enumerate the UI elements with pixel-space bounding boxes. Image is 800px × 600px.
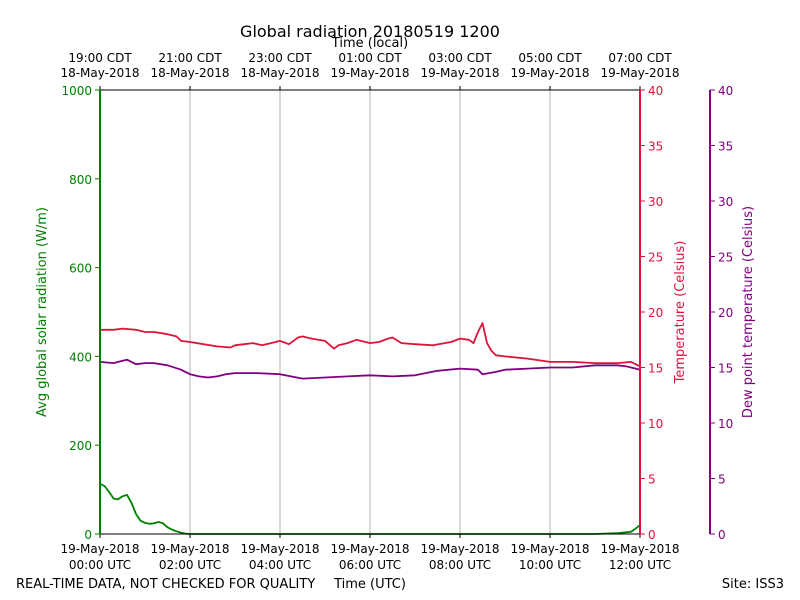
y-tick-label: 200	[69, 439, 92, 453]
top-tick-label-time: 01:00 CDT	[338, 51, 402, 65]
x-tick-label-time: 06:00 UTC	[339, 558, 401, 572]
top-tick-label-time: 19:00 CDT	[68, 51, 132, 65]
left-axis-label: Avg global solar radiation (W/m)	[35, 207, 50, 417]
y-tick-label: 0	[648, 528, 656, 542]
x-tick-label-date: 19-May-2018	[330, 542, 409, 556]
dewpoint-axis-label: Dew point temperature (Celsius)	[741, 206, 756, 418]
top-tick-label-time: 03:00 CDT	[428, 51, 492, 65]
y-tick-label: 35	[648, 140, 663, 154]
x-axis-label: Time (UTC)	[333, 577, 406, 592]
y-tick-label: 800	[69, 173, 92, 187]
y-tick-label: 0	[84, 528, 92, 542]
y-tick-label: 600	[69, 262, 92, 276]
y-tick-label: 25	[718, 251, 733, 265]
x-tick-label-date: 19-May-2018	[600, 542, 679, 556]
y-tick-label: 15	[648, 362, 663, 376]
top-tick-label-time: 23:00 CDT	[248, 51, 312, 65]
x-tick-label-date: 19-May-2018	[420, 542, 499, 556]
top-tick-label-date: 19-May-2018	[330, 66, 409, 80]
dewpoint-line	[99, 358, 641, 380]
y-ticks: 0200400600800100005101520253035400510152…	[61, 84, 733, 542]
chart-title: Global radiation 20180519 1200	[240, 22, 500, 41]
top-tick-label-date: 19-May-2018	[420, 66, 499, 80]
y-tick-label: 10	[648, 417, 663, 431]
top-tick-label-date: 18-May-2018	[60, 66, 139, 80]
y-tick-label: 15	[718, 362, 733, 376]
y-tick-label: 20	[648, 306, 663, 320]
y-tick-label: 0	[718, 528, 726, 542]
x-tick-label-date: 19-May-2018	[60, 542, 139, 556]
y-tick-label: 5	[718, 473, 726, 487]
y-tick-label: 35	[718, 140, 733, 154]
site-label: Site: ISS3	[722, 577, 784, 592]
y-tick-label: 400	[69, 350, 92, 364]
x-tick-label-time: 04:00 UTC	[249, 558, 311, 572]
y-tick-label: 30	[718, 195, 733, 209]
top-tick-label-date: 19-May-2018	[600, 66, 679, 80]
x-tick-label-time: 08:00 UTC	[429, 558, 491, 572]
top-axis-label: Time (local)	[331, 36, 408, 51]
x-tick-label-date: 19-May-2018	[240, 542, 319, 556]
y-tick-label: 5	[648, 473, 656, 487]
y-tick-label: 10	[718, 417, 733, 431]
x-tick-label-time: 10:00 UTC	[519, 558, 581, 572]
top-tick-label-time: 05:00 CDT	[518, 51, 582, 65]
y-tick-label: 1000	[61, 84, 92, 98]
temperature-line	[100, 322, 641, 368]
temperature-axis-label: Temperature (Celsius)	[673, 241, 688, 385]
x-tick-label-time: 12:00 UTC	[609, 558, 671, 572]
top-tick-label-date: 19-May-2018	[510, 66, 589, 80]
x-tick-label-date: 19-May-2018	[150, 542, 229, 556]
y-tick-label: 40	[718, 84, 733, 98]
top-tick-label-date: 18-May-2018	[240, 66, 319, 80]
vertical-grid	[189, 90, 551, 534]
y-tick-label: 20	[718, 306, 733, 320]
top-tick-label-time: 07:00 CDT	[608, 51, 672, 65]
top-tick-label-date: 18-May-2018	[150, 66, 229, 80]
y-tick-label: 40	[648, 84, 663, 98]
y-tick-label: 30	[648, 195, 663, 209]
top-tick-label-time: 21:00 CDT	[158, 51, 222, 65]
x-tick-label-date: 19-May-2018	[510, 542, 589, 556]
x-tick-label-time: 00:00 UTC	[69, 558, 131, 572]
x-tick-label-time: 02:00 UTC	[159, 558, 221, 572]
quality-disclaimer: REAL-TIME DATA, NOT CHECKED FOR QUALITY	[16, 577, 315, 592]
y-tick-label: 25	[648, 251, 663, 265]
